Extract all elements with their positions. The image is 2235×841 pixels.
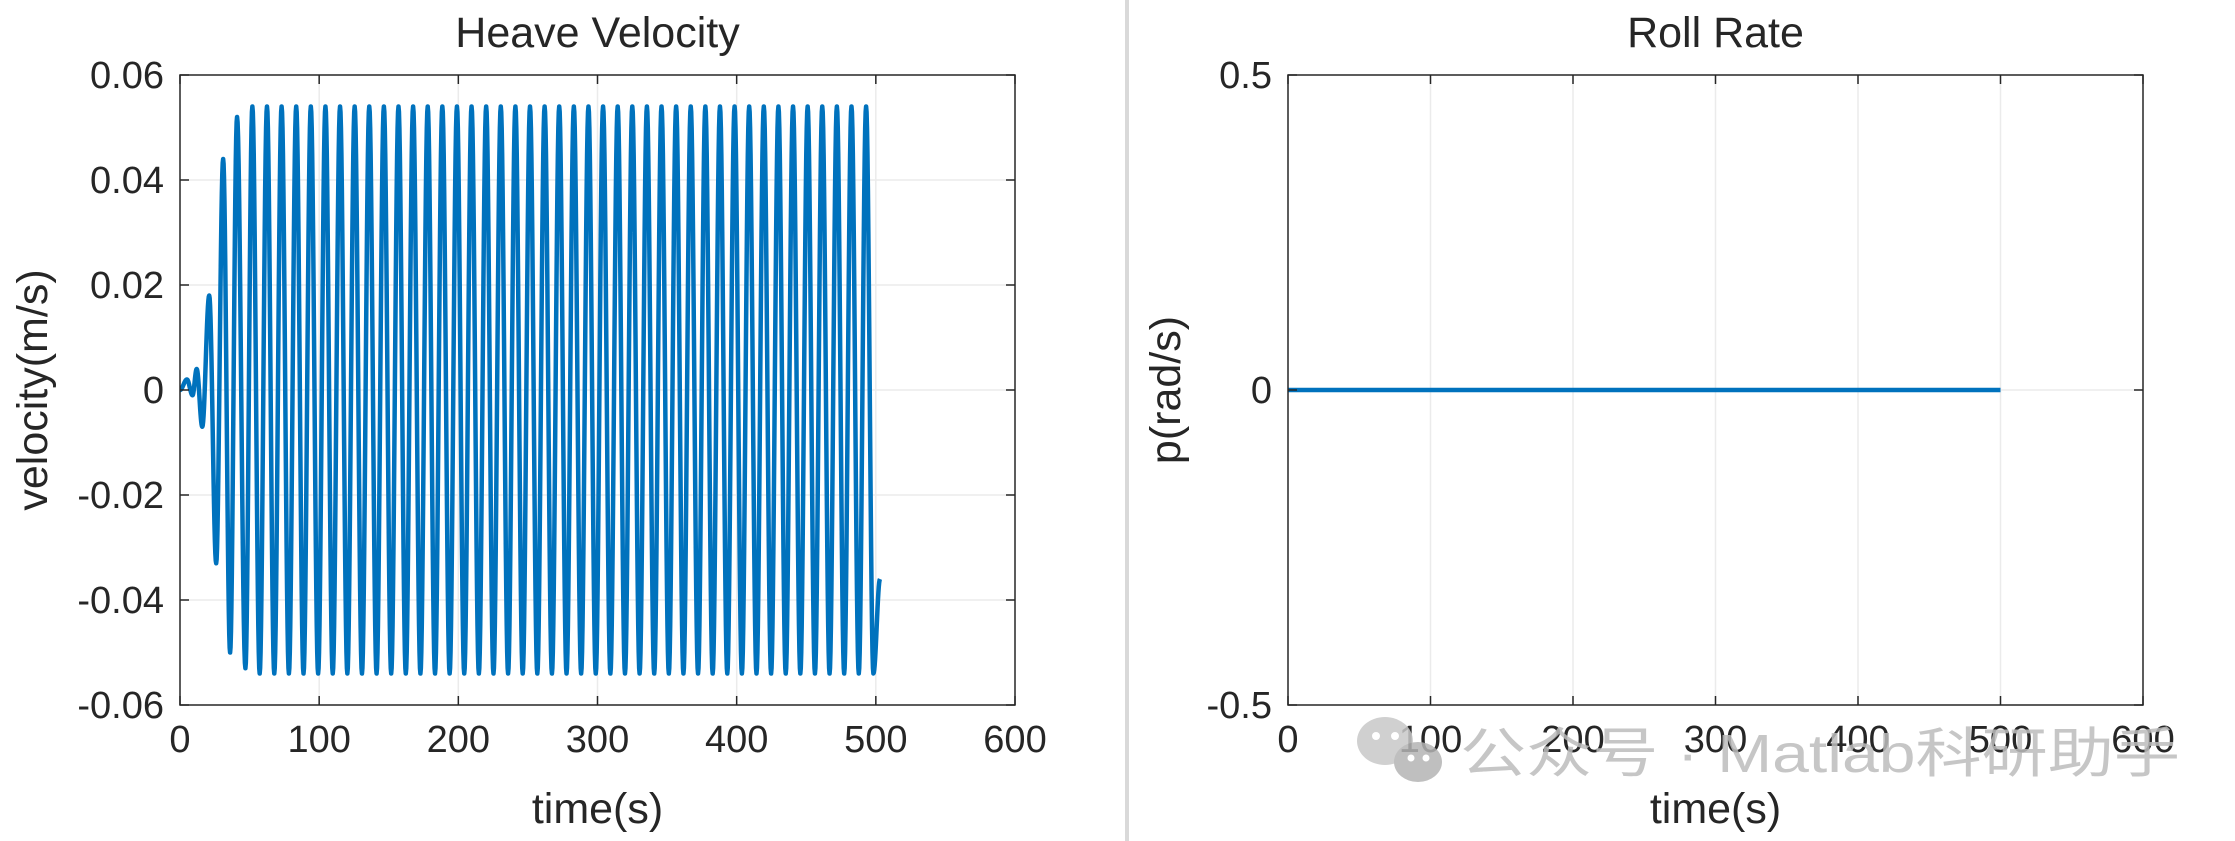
y-tick-label: 0 (143, 370, 164, 412)
x-tick-label: 200 (1541, 719, 1604, 761)
y-axis-label: p(rad/s) (1142, 316, 1190, 464)
x-axis-label: time(s) (532, 785, 663, 833)
x-tick-label: 600 (983, 719, 1046, 761)
y-tick-label: 0 (1251, 370, 1272, 412)
chart-title: Roll Rate (1627, 9, 1804, 57)
y-axis-label: velocity(m/s) (9, 269, 57, 510)
y-tick-label: 0.02 (90, 265, 164, 307)
series-line (180, 104, 883, 676)
chart-title: Heave Velocity (455, 9, 740, 57)
y-tick-label: -0.5 (1207, 685, 1272, 727)
x-tick-label: 200 (427, 719, 490, 761)
y-tick-label: -0.06 (77, 685, 164, 727)
x-tick-label: 400 (705, 719, 768, 761)
x-tick-label: 400 (1826, 719, 1889, 761)
wechat-icon (1357, 717, 1442, 782)
y-tick-label: 0.5 (1219, 55, 1272, 97)
y-tick-label: -0.04 (77, 580, 164, 622)
x-axis-label: time(s) (1650, 785, 1781, 833)
watermark: 公众号 · Matlab科研助手 (1357, 717, 2180, 784)
x-tick-label: 0 (1277, 719, 1298, 761)
y-tick-label: -0.02 (77, 475, 164, 517)
x-tick-label: 0 (169, 719, 190, 761)
x-tick-label: 100 (287, 719, 350, 761)
x-tick-label: 500 (1969, 719, 2032, 761)
x-tick-label: 600 (2111, 719, 2174, 761)
y-tick-label: 0.06 (90, 55, 164, 97)
x-tick-label: 500 (844, 719, 907, 761)
heave-velocity-chart: 0 100 200 300 400 500 600 -0.06 -0.04 -0.02 0 0.02 0… (9, 9, 1047, 833)
y-tick-label: 0.04 (90, 160, 164, 202)
x-tick-label: 300 (1684, 719, 1747, 761)
watermark-text: 公众号 · Matlab科研助手 (1460, 724, 2180, 784)
x-tick-label: 300 (566, 719, 629, 761)
